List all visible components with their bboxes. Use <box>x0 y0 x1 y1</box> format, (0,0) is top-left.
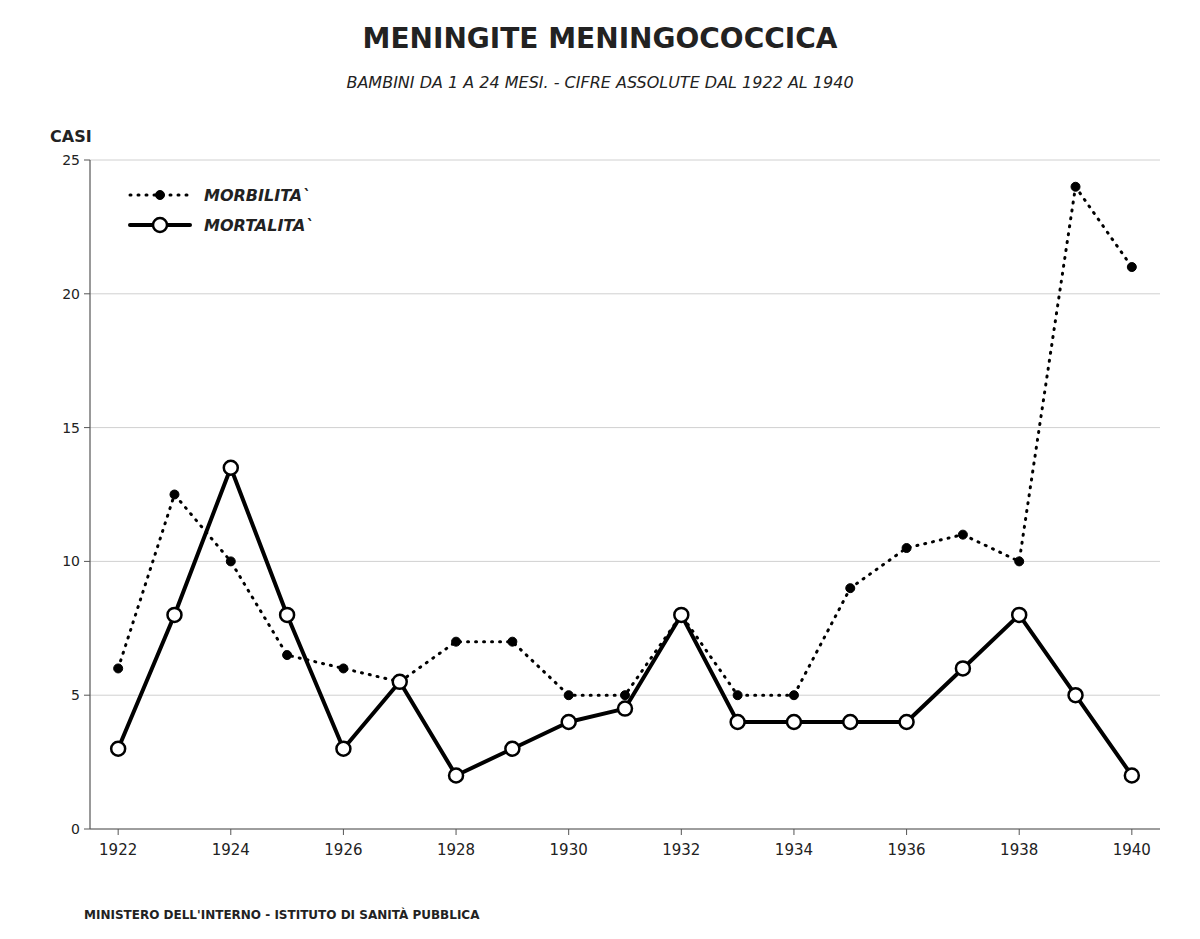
y-tick-label: 15 <box>62 420 80 436</box>
x-tick-label: 1936 <box>887 841 925 859</box>
tick-mark <box>456 829 457 835</box>
legend: MORBILITA` MORTALITA` <box>130 186 313 235</box>
marker <box>958 530 967 539</box>
marker <box>393 675 407 689</box>
marker <box>452 637 461 646</box>
y-grid <box>90 160 1160 829</box>
y-tick-label: 10 <box>62 553 80 569</box>
line <box>118 187 1132 695</box>
series <box>111 461 1139 783</box>
legend-label: MORBILITA` <box>204 186 310 205</box>
marker <box>339 664 348 673</box>
x-tick-label: 1934 <box>775 841 813 859</box>
marker <box>449 768 463 782</box>
tick-mark <box>793 829 794 835</box>
legend-label: MORTALITA` <box>204 216 313 235</box>
chart: MENINGITE MENINGOCOCCICA BAMBINI DA 1 A 2… <box>0 0 1200 939</box>
tick-mark <box>568 829 569 835</box>
tick-mark <box>84 561 90 562</box>
x-tick-label: 1938 <box>1000 841 1038 859</box>
marker <box>1127 263 1136 272</box>
x-axis-line <box>90 828 1160 829</box>
tick-mark <box>1019 829 1020 835</box>
marker <box>787 715 801 729</box>
tick-mark <box>906 829 907 835</box>
marker <box>843 715 857 729</box>
marker <box>902 544 911 553</box>
tick-mark <box>343 829 344 835</box>
marker <box>1069 688 1083 702</box>
grid-line <box>90 427 1160 428</box>
tick-mark <box>84 829 90 830</box>
marker <box>224 461 238 475</box>
plot-area <box>111 182 1139 782</box>
y-axis-line <box>89 160 90 829</box>
subtitle: BAMBINI DA 1 A 24 MESI. - CIFRE ASSOLUTE… <box>346 73 853 92</box>
marker <box>167 608 181 622</box>
marker <box>336 742 350 756</box>
marker <box>564 691 573 700</box>
marker <box>111 742 125 756</box>
marker <box>1071 182 1080 191</box>
x-tick-label: 1940 <box>1113 841 1151 859</box>
marker <box>283 651 292 660</box>
y-axis-label: CASI <box>50 127 92 146</box>
x-tick-label: 1930 <box>550 841 588 859</box>
y-tick-label: 0 <box>71 821 80 837</box>
marker <box>170 490 179 499</box>
tick-mark <box>84 160 90 161</box>
marker <box>508 637 517 646</box>
marker <box>562 715 576 729</box>
grid-line <box>90 829 1160 830</box>
x-tick-label: 1928 <box>437 841 475 859</box>
title: MENINGITE MENINGOCOCCICA <box>363 22 838 55</box>
marker <box>846 584 855 593</box>
marker <box>731 715 745 729</box>
tick-mark <box>84 695 90 696</box>
footer-note: MINISTERO DELL'INTERNO - ISTITUTO DI SAN… <box>84 907 480 922</box>
marker <box>733 691 742 700</box>
marker <box>789 691 798 700</box>
legend-marker <box>153 218 167 232</box>
x-tick-label: 1924 <box>212 841 250 859</box>
marker <box>1012 608 1026 622</box>
marker <box>1125 768 1139 782</box>
tick-mark <box>681 829 682 835</box>
y-tick-label: 20 <box>62 286 80 302</box>
marker <box>1015 557 1024 566</box>
marker <box>280 608 294 622</box>
x-tick-label: 1922 <box>99 841 137 859</box>
marker <box>621 691 630 700</box>
tick-mark <box>118 829 119 835</box>
series <box>114 182 1137 699</box>
tick-mark <box>84 427 90 428</box>
y-tick-label: 5 <box>71 687 80 703</box>
legend-marker <box>156 191 165 200</box>
marker <box>114 664 123 673</box>
marker <box>505 742 519 756</box>
marker <box>900 715 914 729</box>
x-tick-label: 1932 <box>662 841 700 859</box>
marker <box>956 661 970 675</box>
line <box>118 468 1132 776</box>
tick-mark <box>230 829 231 835</box>
marker <box>618 702 632 716</box>
tick-mark <box>84 293 90 294</box>
grid-line <box>90 561 1160 562</box>
grid-line <box>90 160 1160 161</box>
y-tick-label: 25 <box>62 152 80 168</box>
grid-line <box>90 293 1160 294</box>
tick-mark <box>1131 829 1132 835</box>
marker <box>674 608 688 622</box>
x-tick-label: 1926 <box>324 841 362 859</box>
marker <box>226 557 235 566</box>
